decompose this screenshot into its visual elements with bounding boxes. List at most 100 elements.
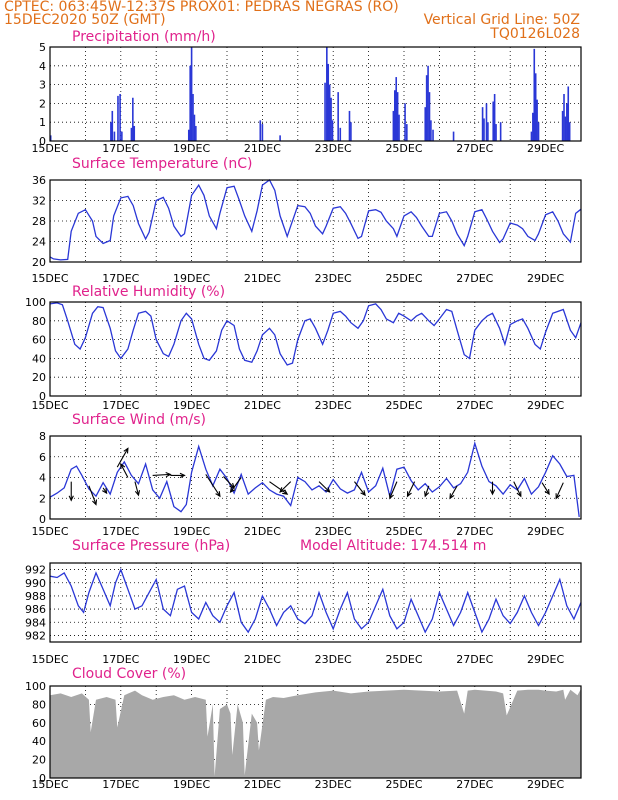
header-station: CPTEC: 063:45W-12:37S PROX01: PEDRAS NEG… [4,0,399,15]
cloud-cover-area [50,688,581,778]
wind-arrow [120,463,129,478]
precip-bar [187,129,190,141]
precip-bar [279,135,281,141]
precip-bar [113,131,116,141]
wind-arrow [555,482,564,499]
precip-bar [348,110,351,141]
panel-frame [49,685,582,779]
wind-arrow-head [279,487,285,493]
series-line [49,440,580,517]
precip-bar [534,73,537,141]
precip-bar [492,101,495,141]
wind-arrow [279,481,292,493]
panel-temperature: Surface Temperature (nC) 20 24 28 32 36 15DEC 1… [31,156,582,285]
precip-bar [566,103,568,141]
x-tick-label: 25DEC [385,653,422,666]
x-tick-label: 21DEC [244,778,281,791]
wind-arrow [205,474,221,497]
precip-bar [327,63,330,141]
y-tick-label: 6 [39,451,46,464]
x-tick-label: 27DEC [456,272,493,285]
precip-bar [567,86,570,141]
series-line [49,302,582,366]
wind-arrow [449,485,458,499]
precip-bar [493,94,496,141]
y-tick-label: 986 [25,603,46,616]
y-tick-label: 28 [32,215,46,228]
precip-bar [396,92,399,141]
x-tick-label: 21DEC [244,525,281,538]
precip-bar [537,122,540,141]
precip-bar [393,90,396,141]
precip-bar [324,82,326,141]
y-tick-label: 40 [32,735,46,748]
x-tick-label: 27DEC [456,399,493,412]
precip-bar [532,112,534,141]
y-tick-label: 100 [25,680,46,693]
precip-bar [392,110,395,141]
precip-bar [424,107,427,141]
series-line [49,567,582,634]
x-tick-label: 23DEC [315,272,352,285]
wind-arrow-head [516,491,522,498]
wind-arrow-head [92,499,98,506]
precip-bar [331,120,334,141]
precip-bar [49,135,52,141]
x-tick-label: 23DEC [315,525,352,538]
precip-bar [133,125,136,141]
precip-bar [495,124,497,141]
x-tick-label: 25DEC [385,272,422,285]
y-tick-label: 0 [39,135,46,148]
header-run-time: 15DEC2020 50Z (GMT) [4,12,166,28]
x-tick-label: 27DEC [456,525,493,538]
precip-bar [111,110,114,141]
precip-bar [395,77,398,141]
panel-title: Surface Wind (m/s) [72,412,206,428]
panel-cloud-cover: Cloud Cover (%) 0 20 40 60 80 100 15DEC 17DEC 19D… [25,666,582,791]
x-tick-label: 15DEC [31,653,68,666]
wind-arrow-head [102,488,108,495]
precip-bar [339,127,342,141]
x-tick-label: 25DEC [385,778,422,791]
panel-humidity: Relative Humidity (%) 0 20 40 60 80 100 15DEC 17… [25,284,582,412]
y-tick-label: 24 [32,236,46,249]
x-tick-label: 17DEC [102,525,139,538]
x-tick-label: 15DEC [31,272,68,285]
y-tick-label: 5 [39,41,46,54]
precip-bar [328,84,331,141]
y-tick-label: 40 [32,352,46,365]
wind-arrow [134,481,140,496]
panel-title: Surface Pressure (hPa) [72,538,230,554]
wind-arrow-head [215,491,221,498]
wind-arrow [541,482,550,495]
precip-bar [132,97,134,141]
x-tick-label: 29DEC [527,778,564,791]
precip-bar [121,131,123,141]
wind-arrow [513,481,522,497]
y-tick-label: 36 [32,174,46,187]
wind-arrow [424,485,430,497]
panel-frame [49,301,582,397]
precip-bar [563,94,565,141]
x-tick-label: 25DEC [385,525,422,538]
wind-arrow-head [282,489,289,495]
y-tick-label: 20 [32,256,46,269]
x-tick-label: 29DEC [527,272,564,285]
y-tick-label: 4 [39,472,46,485]
x-tick-label: 29DEC [527,525,564,538]
y-tick-label: 2 [39,97,46,110]
x-tick-label: 19DEC [173,272,210,285]
y-tick-label: 4 [39,60,46,73]
x-tick-label: 23DEC [315,142,352,155]
precip-bar [119,94,121,141]
panel-annotation: Model Altitude: 174.514 m [300,538,486,554]
precip-bar [259,120,262,141]
y-tick-label: 982 [25,629,46,642]
wind-arrow-head [544,489,550,496]
wind-arrow [318,481,331,493]
precip-bar [193,114,196,141]
y-tick-label: 992 [25,564,46,577]
precip-bar [130,127,133,141]
precip-bar [536,99,538,141]
